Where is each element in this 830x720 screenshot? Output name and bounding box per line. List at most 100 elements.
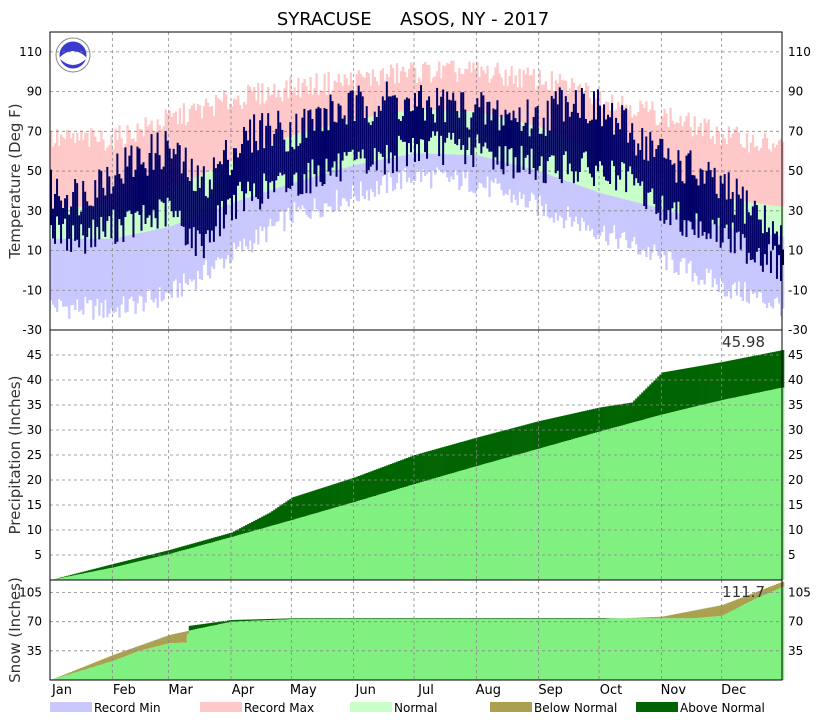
above-normal-bar xyxy=(420,618,423,620)
above-normal-bar xyxy=(659,374,662,416)
normal-fill-bar xyxy=(128,654,131,680)
normal-fill-bar xyxy=(428,619,431,680)
record-min-bar xyxy=(570,182,574,227)
above-normal-bar xyxy=(586,410,590,435)
record-min-bar xyxy=(389,157,393,178)
precipitation-tick-right: 15 xyxy=(788,498,803,512)
above-normal-bar xyxy=(192,625,196,630)
normal-fill-bar xyxy=(194,629,198,680)
normal-fill-bar xyxy=(436,477,439,580)
above-normal-bar xyxy=(182,546,186,551)
above-normal-bar xyxy=(574,412,578,439)
above-normal-bar xyxy=(375,469,379,496)
record-max-bar xyxy=(92,130,95,207)
legend-swatch xyxy=(636,702,678,712)
above-normal-bar xyxy=(196,542,200,547)
record-max-bar xyxy=(504,69,507,119)
precipitation-tick-left: 30 xyxy=(27,423,42,437)
above-normal-bar xyxy=(339,482,342,507)
record-min-bar xyxy=(725,227,728,297)
below-normal-bar xyxy=(170,634,173,644)
normal-fill-bar xyxy=(355,619,358,680)
below-normal-bar xyxy=(717,605,720,617)
above-normal-bar xyxy=(777,350,781,389)
record-min-bar xyxy=(558,178,562,216)
above-normal-bar xyxy=(84,571,87,574)
normal-fill-bar xyxy=(345,619,348,680)
normal-fill-bar xyxy=(739,396,743,580)
above-normal-bar xyxy=(470,439,473,468)
above-normal-bar xyxy=(735,359,739,398)
normal-fill-bar xyxy=(586,434,590,580)
above-normal-bar xyxy=(333,618,336,620)
above-normal-bar xyxy=(502,618,505,620)
above-normal-bar xyxy=(494,618,497,620)
above-normal-bar xyxy=(416,618,419,620)
normal-fill-bar xyxy=(333,507,336,580)
normal-bar xyxy=(136,198,139,234)
normal-fill-bar xyxy=(544,619,548,680)
above-normal-bar xyxy=(661,372,664,415)
normal-fill-bar xyxy=(773,590,777,680)
record-max-bar xyxy=(323,73,326,128)
record-min-bar xyxy=(80,238,83,310)
record-max-bar xyxy=(84,132,87,207)
above-normal-bar xyxy=(329,618,332,620)
normal-fill-bar xyxy=(283,619,286,680)
normal-fill-bar xyxy=(599,431,602,580)
normal-fill-bar xyxy=(528,451,531,580)
normal-fill-bar xyxy=(357,500,360,580)
record-max-bar xyxy=(210,105,214,171)
above-normal-bar xyxy=(409,456,413,486)
above-normal-bar xyxy=(329,485,332,509)
above-normal-bar xyxy=(592,408,596,434)
record-min-bar xyxy=(399,155,403,190)
below-normal-bar xyxy=(186,631,190,635)
normal-fill-bar xyxy=(627,423,630,580)
record-min-bar xyxy=(560,179,564,218)
normal-fill-bar xyxy=(484,463,487,580)
record-max-bar xyxy=(685,116,688,185)
normal-fill-bar xyxy=(520,619,523,680)
above-normal-bar xyxy=(715,363,718,402)
precipitation-total-label: 45.98 xyxy=(722,333,765,351)
record-max-bar xyxy=(540,84,543,129)
record-max-bar xyxy=(743,147,747,202)
below-normal-bar xyxy=(753,592,757,600)
below-normal-bar xyxy=(703,608,706,618)
above-normal-bar xyxy=(782,350,785,388)
above-normal-bar xyxy=(365,473,369,499)
record-min-bar xyxy=(462,154,465,172)
normal-fill-bar xyxy=(456,619,459,680)
record-min-bar xyxy=(506,162,509,195)
normal-fill-bar xyxy=(635,618,638,680)
record-max-bar xyxy=(643,107,646,169)
record-min-bar xyxy=(369,161,373,190)
normal-fill-bar xyxy=(574,619,578,680)
record-max-bar xyxy=(422,64,425,110)
normal-fill-bar xyxy=(347,503,350,580)
record-min-bar xyxy=(580,186,584,218)
below-normal-bar xyxy=(759,590,763,597)
record-max-bar xyxy=(472,62,475,112)
above-normal-bar xyxy=(126,560,129,565)
record-min-bar xyxy=(66,238,69,307)
above-normal-bar xyxy=(233,531,236,537)
record-min-bar xyxy=(582,187,586,222)
above-normal-bar xyxy=(550,418,554,446)
record-min-bar xyxy=(454,154,457,171)
normal-fill-bar xyxy=(271,525,274,580)
above-normal-bar xyxy=(703,365,706,405)
record-max-bar xyxy=(765,138,769,205)
record-min-bar xyxy=(743,230,747,283)
normal-fill-bar xyxy=(424,619,427,680)
record-max-bar xyxy=(651,101,654,172)
above-normal-bar xyxy=(218,535,222,541)
normal-fill-bar xyxy=(259,529,262,580)
normal-fill-bar xyxy=(592,433,596,580)
snow-tick-right: 70 xyxy=(788,615,803,629)
month-label: Aug xyxy=(476,683,501,698)
normal-fill-bar xyxy=(108,568,111,580)
above-normal-bar xyxy=(397,461,401,489)
below-normal-bar xyxy=(90,663,93,668)
